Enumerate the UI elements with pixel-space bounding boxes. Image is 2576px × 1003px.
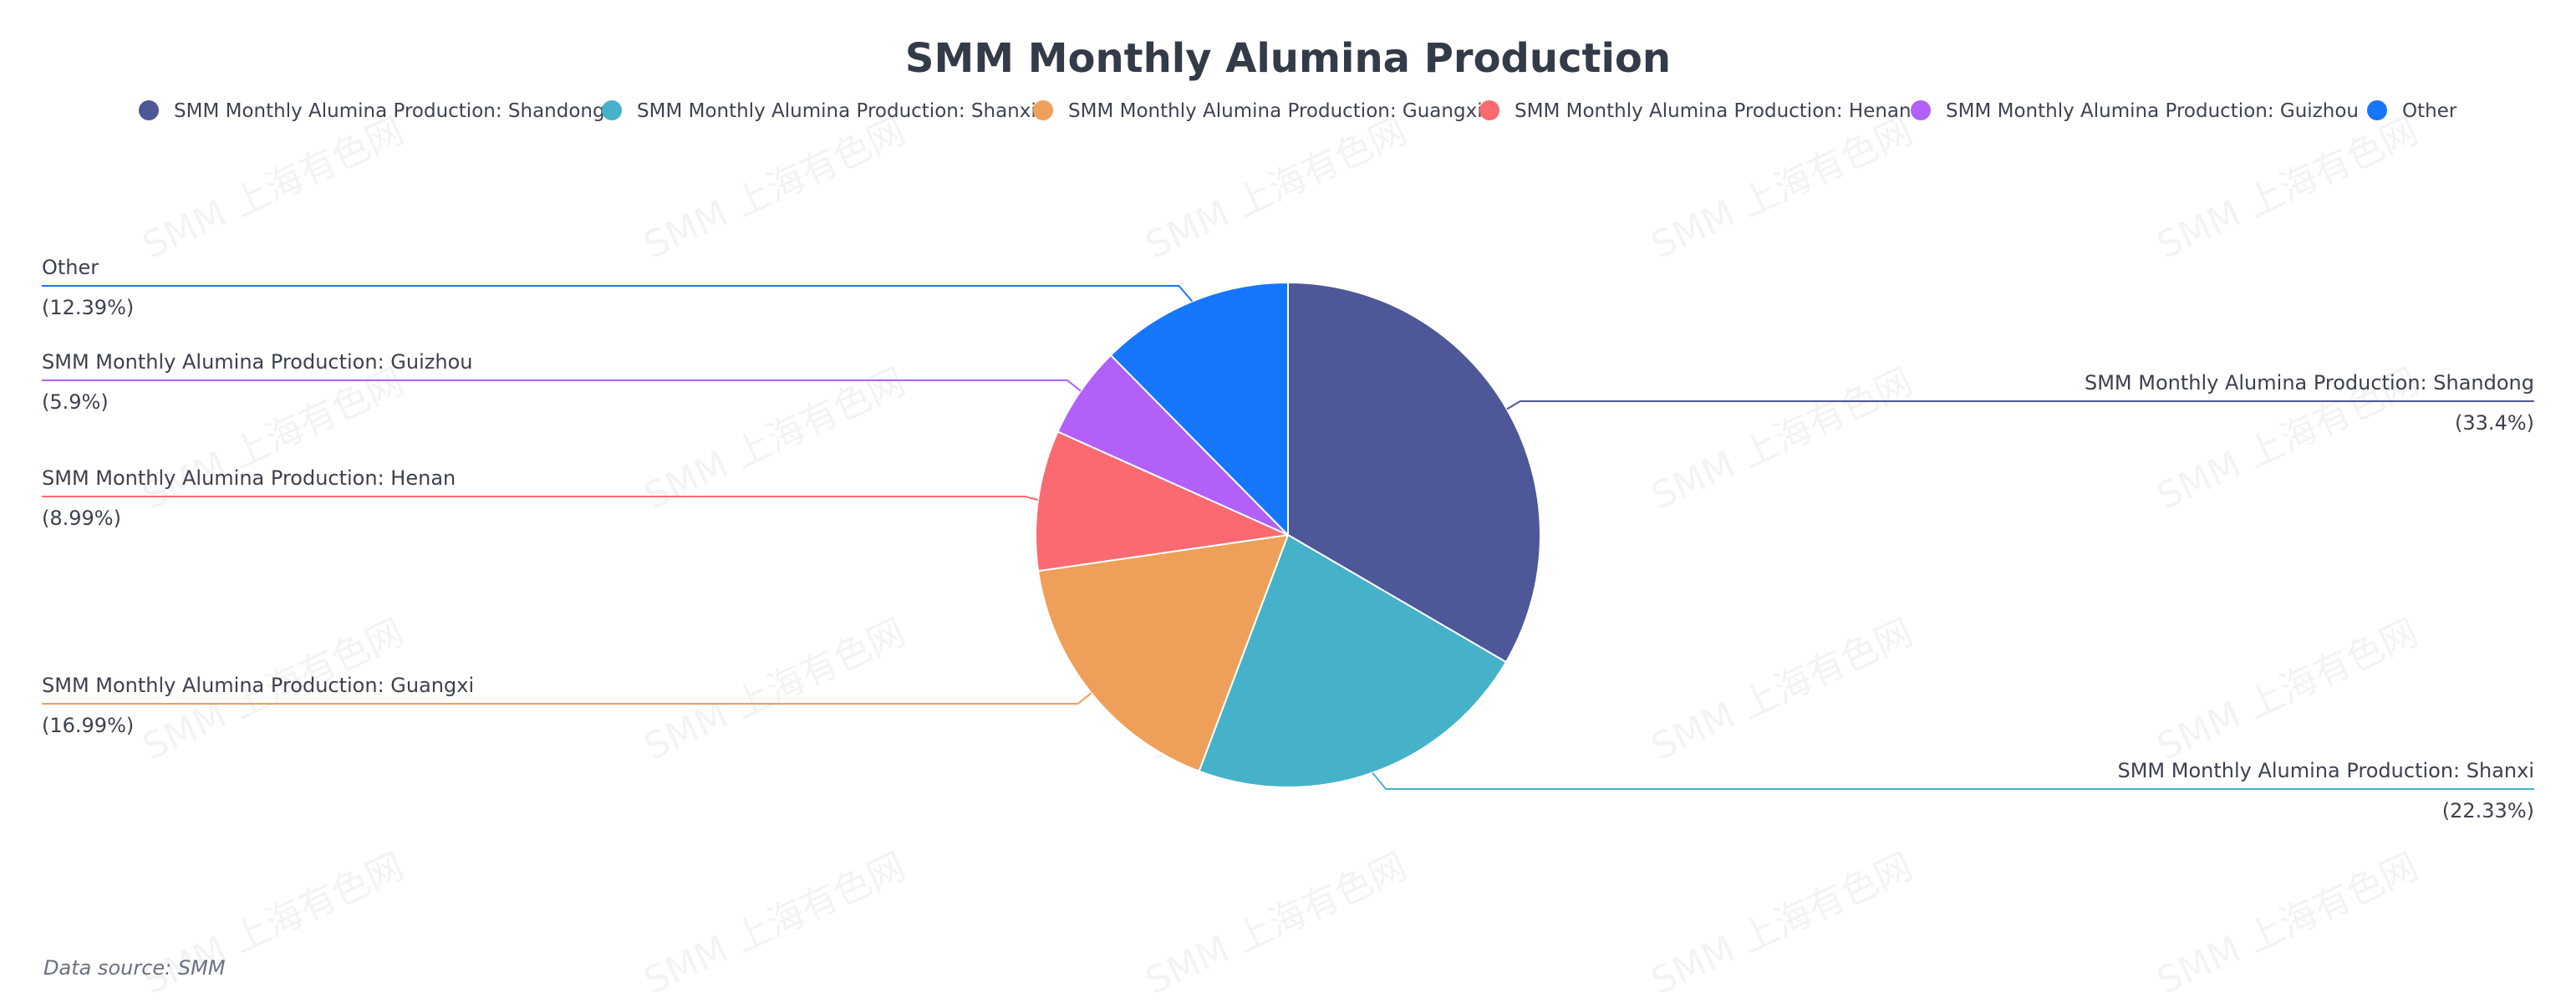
legend-item-smm-monthly-alumina-production-henan[interactable]: SMM Monthly Alumina Production: Henan [1479,100,1912,122]
legend-item-smm-monthly-alumina-production-guangxi[interactable]: SMM Monthly Alumina Production: Guangxi [1033,100,1483,122]
watermark-text: SMM 上海有色网 [2151,611,2425,769]
legend-marker [139,100,159,120]
watermark-text: SMM 上海有色网 [136,109,410,267]
legend-marker [1033,100,1053,120]
watermark-text: SMM 上海有色网 [638,611,912,769]
legend-marker [602,100,622,120]
slice-percent-label: (16.99%) [42,714,134,737]
watermark-text: SMM 上海有色网 [1645,845,1919,1003]
slice-percent-label: (22.33%) [2442,799,2534,822]
watermark-text: SMM 上海有色网 [136,360,410,518]
watermark-text: SMM 上海有色网 [1645,360,1919,518]
slice-name-label: SMM Monthly Alumina Production: Shanxi [2117,759,2534,782]
slice-labels: SMM Monthly Alumina Production: Shandong… [42,256,2534,822]
slice-label-smm-monthly-alumina-production-guizhou: SMM Monthly Alumina Production: Guizhou (… [42,350,1082,414]
leader-line [42,285,1194,303]
slice-label-smm-monthly-alumina-production-shandong: SMM Monthly Alumina Production: Shandong… [1506,371,2534,435]
legend-label: Other [2402,100,2457,122]
legend-label: SMM Monthly Alumina Production: Guangxi [1068,100,1483,122]
legend-marker [1911,100,1931,120]
slice-label-smm-monthly-alumina-production-guangxi: SMM Monthly Alumina Production: Guangxi (… [42,674,1092,737]
pie-slice-smm-monthly-alumina-production-guangxi[interactable] [1037,534,1289,772]
watermark-text: SMM 上海有色网 [1139,109,1413,267]
legend-label: SMM Monthly Alumina Production: Guizhou [1946,100,2359,122]
slice-label-other: Other (12.39%) [42,256,1194,319]
slice-percent-label: (33.4%) [2455,411,2534,435]
legend-marker [1479,100,1499,120]
slice-percent-label: (12.39%) [42,296,134,319]
watermark-text: SMM 上海有色网 [1139,845,1413,1003]
watermark-text: SMM 上海有色网 [1645,109,1919,267]
leader-line [1506,400,2534,410]
pie-slices [1034,282,1541,788]
slice-name-label: SMM Monthly Alumina Production: Guangxi [42,674,474,697]
legend-label: SMM Monthly Alumina Production: Shandong [174,100,605,122]
watermark-text: SMM 上海有色网 [2151,845,2425,1003]
legend-item-other[interactable]: Other [2367,100,2457,122]
legend-item-smm-monthly-alumina-production-guizhou[interactable]: SMM Monthly Alumina Production: Guizhou [1911,100,2359,122]
watermark-text: SMM 上海有色网 [638,360,912,518]
slice-label-smm-monthly-alumina-production-henan: SMM Monthly Alumina Production: Henan (8.… [42,466,1039,530]
legend-label: SMM Monthly Alumina Production: Henan [1515,100,1912,122]
slice-percent-label: (8.99%) [42,507,121,530]
leader-line [42,692,1092,705]
leader-line [42,496,1039,502]
pie-slice-smm-monthly-alumina-production-shandong[interactable] [1287,282,1541,664]
legend-item-smm-monthly-alumina-production-shanxi[interactable]: SMM Monthly Alumina Production: Shanxi [602,100,1036,122]
watermark-text: SMM 上海有色网 [638,845,912,1003]
watermark-text: SMM 上海有色网 [2151,109,2425,267]
pie-slice-smm-monthly-alumina-production-shanxi[interactable] [1198,534,1507,788]
slice-name-label: Other [42,256,99,279]
leader-line [42,379,1082,392]
leader-line [1372,771,2534,790]
legend-item-smm-monthly-alumina-production-shandong[interactable]: SMM Monthly Alumina Production: Shandong [139,100,605,122]
slice-percent-label: (5.9%) [42,390,109,414]
slice-name-label: SMM Monthly Alumina Production: Guizhou [42,350,472,374]
slice-name-label: SMM Monthly Alumina Production: Henan [42,466,456,490]
legend-label: SMM Monthly Alumina Production: Shanxi [637,100,1036,122]
watermark-text: SMM 上海有色网 [638,109,912,267]
legend-marker [2367,100,2387,120]
legend: SMM Monthly Alumina Production: Shandong… [139,100,2457,122]
data-source-note: Data source: SMM [43,956,226,980]
pie-slice-other[interactable] [1109,282,1289,536]
slice-label-smm-monthly-alumina-production-shanxi: SMM Monthly Alumina Production: Shanxi (2… [1372,759,2534,822]
pie-slice-smm-monthly-alumina-production-henan[interactable] [1034,430,1289,573]
watermark-text: SMM 上海有色网 [1645,611,1919,769]
slice-name-label: SMM Monthly Alumina Production: Shandong [2085,371,2534,395]
chart-title: SMM Monthly Alumina Production [905,35,1671,82]
